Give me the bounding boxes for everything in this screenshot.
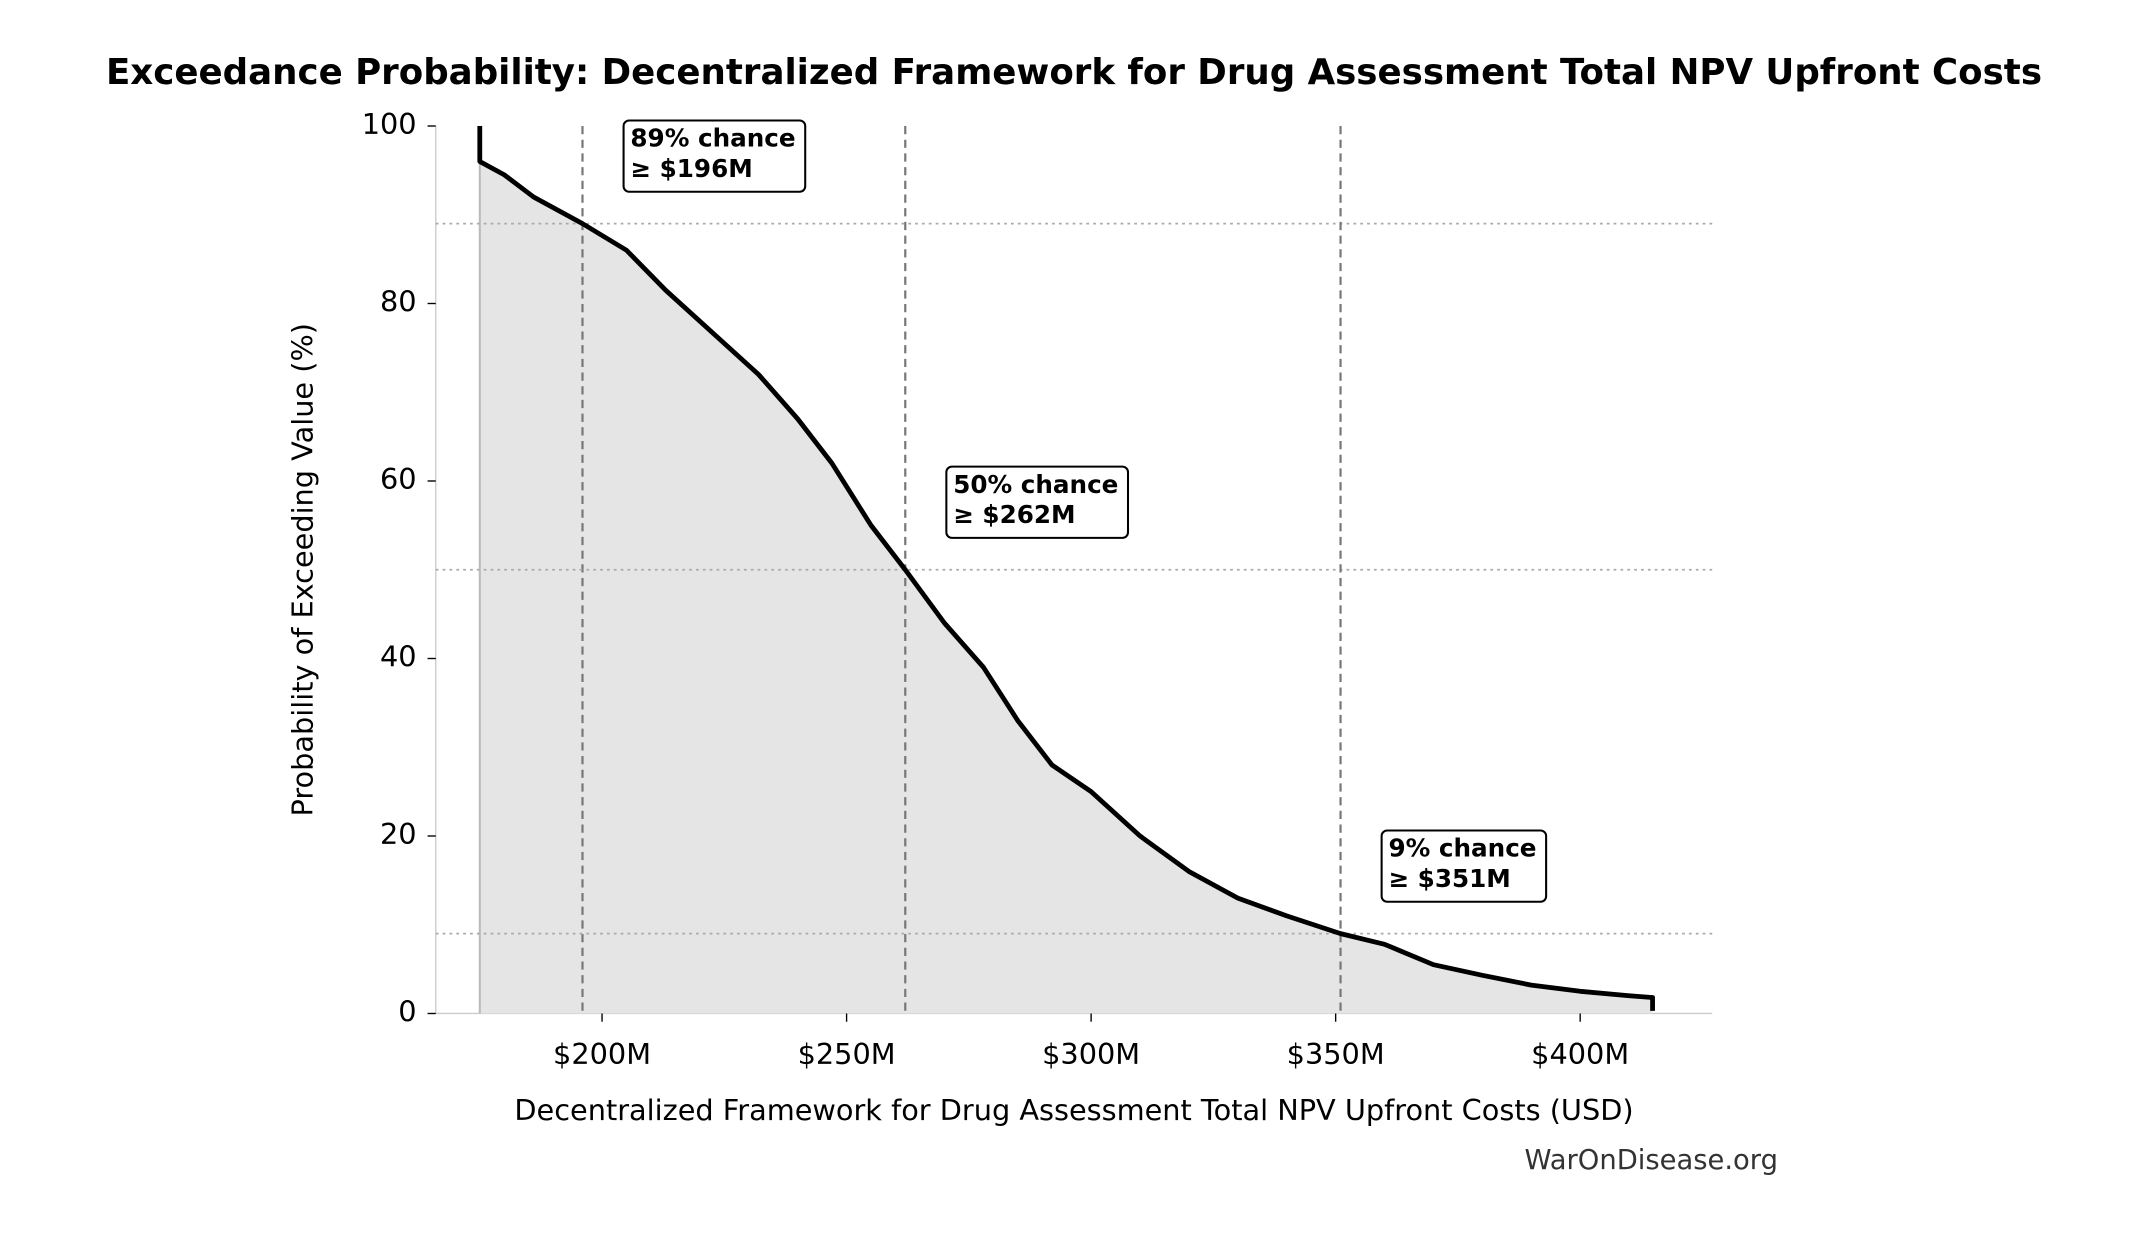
y-tick-label: 100 [362, 107, 417, 141]
annotation-text: 50% chance [953, 470, 1118, 499]
y-tick-label: 40 [380, 639, 417, 673]
x-tick-label: $300M [1042, 1037, 1140, 1071]
annotation: 9% chance≥ $351M [1380, 829, 1548, 903]
y-tick-label: 80 [380, 285, 417, 319]
area [479, 126, 1653, 1014]
annotation-box [622, 119, 807, 193]
annotation-box [1380, 829, 1548, 903]
annotation-box [945, 465, 1130, 539]
annotation-text: 89% chance [630, 124, 795, 153]
y-tick-label: 60 [380, 462, 417, 496]
x-tick-label: $200M [553, 1037, 651, 1071]
y-tick-label: 0 [398, 994, 416, 1028]
annotation-text: ≥ $196M [630, 154, 752, 183]
y-axis-label: Probability of Exceeding Value (%) [285, 323, 319, 817]
x-axis-label: Decentralized Framework for Drug Assessm… [514, 1093, 1633, 1127]
x-tick-label: $400M [1531, 1037, 1629, 1071]
x-tick-label: $250M [798, 1037, 896, 1071]
x-tick-label: $350M [1287, 1037, 1385, 1071]
line [477, 126, 1655, 1011]
annotation-text: ≥ $262M [953, 500, 1075, 529]
watermark: WarOnDisease.org [1524, 1145, 1778, 1176]
annotation: 89% chance≥ $196M [622, 119, 807, 193]
annotation-text: 9% chance [1388, 834, 1536, 863]
y-tick-label: 20 [380, 817, 417, 851]
chart-title: Exceedance Probability: Decentralized Fr… [106, 52, 2042, 93]
annotation: 50% chance≥ $262M [945, 465, 1130, 539]
annotation-text: ≥ $351M [1388, 864, 1510, 893]
